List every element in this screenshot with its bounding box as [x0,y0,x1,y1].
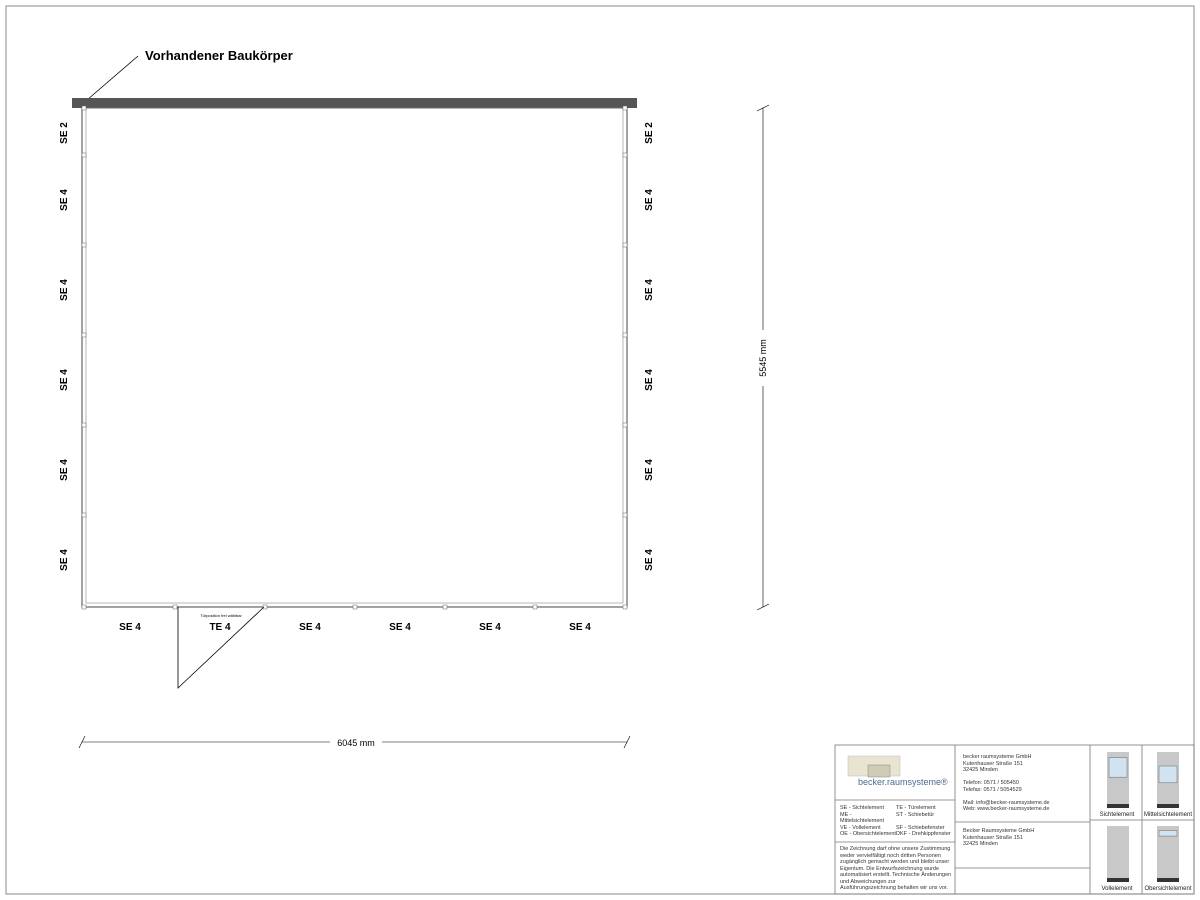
bottom-element-label: SE 4 [299,622,321,633]
company-line: 32425 Minden [963,767,998,773]
legend-item: SE - Sichtelement [840,805,885,811]
legend-item: TE - Türelement [896,805,936,811]
logo-building-icon [847,755,901,778]
bottom-element-label: TE 4 [209,622,231,633]
bottom-element-label: SE 4 [119,622,141,633]
legend-item: ST - Schiebetür [896,811,935,818]
sheet-border [5,5,1195,895]
ober-element-icon [1157,826,1179,882]
client-line: Kutenhauser Straße 151 [963,834,1023,841]
panel-joint [172,604,178,610]
panel-joint [81,512,87,518]
panel-joint [81,604,87,610]
panel-joint [262,604,268,610]
right-element-label: SE 4 [644,549,655,571]
phone-line: Telefax: 0571 / 5054529 [963,786,1022,793]
panel-joint [81,332,87,338]
bottom-element-label: SE 4 [569,622,591,633]
annotation-leader [86,55,139,101]
depth-dimension-text: 5545 mm [758,339,768,377]
panel-joint [622,422,628,428]
phone-line: Telefon: 0571 / 505450 [963,780,1019,786]
title-block [834,744,1195,895]
left-element-label: SE 4 [59,549,70,571]
panel-joint [622,105,628,111]
client-line: 32425 Minden [963,841,998,847]
room-outline [81,107,628,608]
right-element-label: SE 4 [644,189,655,211]
caption-obersichtelement: Obersichtelement [1144,886,1192,892]
panel-joint [622,242,628,248]
legend-item: SF - Schiebefenster [896,824,945,831]
voll-element-icon [1107,826,1129,882]
annotation-text: Vorhandener Baukörper [145,48,293,63]
left-element-label: SE 4 [59,279,70,301]
panel-joint [442,604,448,610]
panel-joint [352,604,358,610]
caption-sichtelement: Sichtelement [1099,812,1135,818]
legend-item: DKF - Drehkippfenster [896,831,951,837]
left-element-label: SE 4 [59,369,70,391]
panel-joint [622,604,628,610]
depth-dimension: 5545 mm [756,104,770,611]
panel-joint [622,152,628,158]
panel-joint [622,512,628,518]
left-element-label: SE 4 [59,189,70,211]
panel-joint [532,604,538,610]
panel-joint [81,422,87,428]
room-inner-outline [85,107,624,604]
company-line: becker raumsysteme GmbH [963,754,1032,760]
panel-joint [81,105,87,111]
caption-mittelsichtelement: Mittelsichtelement [1143,812,1193,818]
disclaimer: Die Zeichnung darf ohne unsere Zustimmun… [840,846,952,891]
left-element-label: SE 2 [59,122,70,144]
client-line: Becker Raumsysteme GmbH [963,828,1035,834]
left-element-label: SE 4 [59,459,70,481]
door-note: Türposition frei wählbar [200,613,242,618]
logo-text: becker.raumsysteme® [858,777,948,787]
width-dimension: 6045 mm [78,735,631,749]
panel-joint [622,332,628,338]
web-line: Web: www.becker-raumsysteme.de [963,806,1050,812]
right-element-label: SE 2 [644,122,655,144]
company-line: Kutenhauser Straße 151 [963,760,1023,767]
caption-vollelement: Vollelement [1101,886,1133,892]
panel-joint [81,242,87,248]
existing-building-wall [72,98,637,108]
bottom-element-label: SE 4 [389,622,411,633]
door-swing [177,606,265,689]
bottom-element-label: SE 4 [479,622,501,633]
legend-item: VE - Vollelement [840,824,881,831]
web-line: Mail: info@becker-raumsysteme.de [963,799,1050,806]
legend-item: OE - Obersichtelement [840,831,896,837]
legend-item: ME - Mittelsichtelement [840,811,885,825]
width-dimension-text: 6045 mm [337,738,375,748]
right-element-label: SE 4 [644,459,655,481]
panel-joint [81,152,87,158]
right-element-label: SE 4 [644,369,655,391]
right-element-label: SE 4 [644,279,655,301]
